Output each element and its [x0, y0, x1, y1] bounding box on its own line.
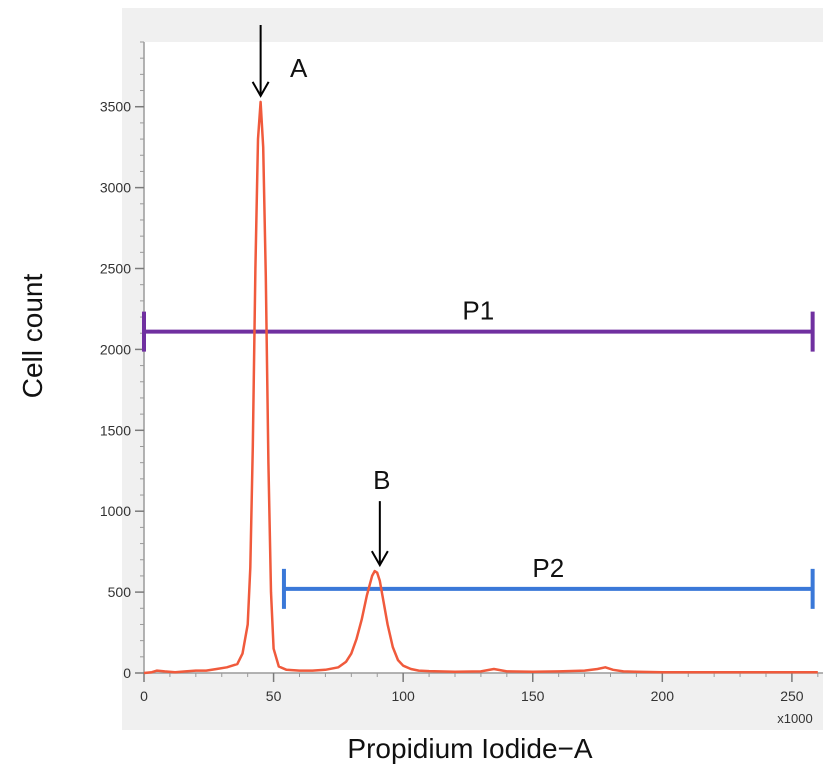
- x-tick-label: 250: [780, 688, 804, 704]
- annotations-layer: AB: [251, 25, 391, 568]
- histogram-line-0: [143, 100, 818, 675]
- gate-p1-label: P1: [462, 296, 494, 326]
- x-tick-label: 0: [140, 688, 148, 704]
- y-tick-label: 0: [123, 665, 131, 681]
- y-axis-title: Cell count: [17, 274, 48, 399]
- x-tick-label: 200: [651, 688, 675, 704]
- y-tick-label: 500: [108, 584, 132, 600]
- y-tick-label: 2500: [100, 261, 131, 277]
- x-tick-label: 100: [391, 688, 415, 704]
- gate-p2-label: P2: [532, 553, 564, 583]
- x-multiplier-label: x1000: [777, 711, 812, 726]
- y-tick-label: 1500: [100, 422, 131, 438]
- x-tick-label: 50: [266, 688, 282, 704]
- y-tick-label: 3000: [100, 180, 131, 196]
- y-tick-label: 3500: [100, 99, 131, 115]
- x-tick-label: 150: [521, 688, 545, 704]
- y-tick-label: 1000: [100, 503, 131, 519]
- plot-area: [144, 42, 823, 673]
- peak-b-arrow-head: [370, 550, 389, 568]
- peak-a-arrow-head: [251, 81, 270, 98]
- x-axis-title: Propidium Iodide−A: [347, 733, 592, 764]
- y-tick-label: 2000: [100, 341, 131, 357]
- series-layer: [143, 100, 818, 675]
- axis-ticks-layer: 0 500 1000 1500 2000 2500 3000 3500 0 50 100 150 200…: [100, 41, 823, 704]
- peak-b-label: B: [373, 465, 390, 495]
- peak-a-label: A: [290, 53, 308, 83]
